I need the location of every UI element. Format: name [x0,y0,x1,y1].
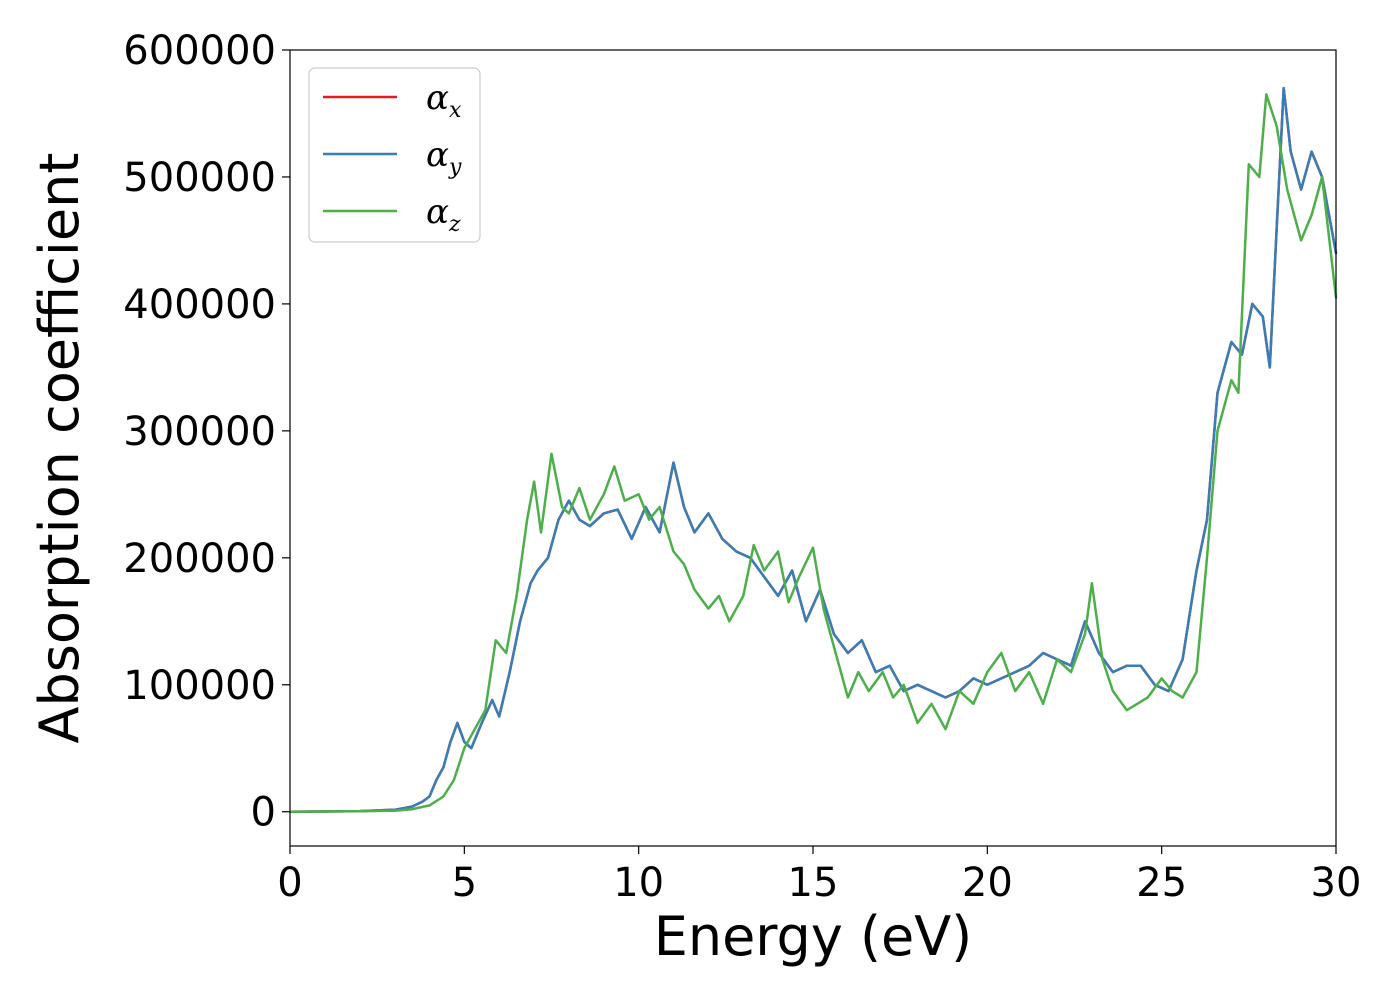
x-tick-label: 5 [452,860,477,906]
y-tick-label: 600000 [123,28,276,74]
x-tick-label: 10 [613,860,664,906]
y-tick-label: 300000 [123,409,276,455]
y-tick-label: 400000 [123,282,276,328]
y-axis-label: Absorption coefficient [28,153,91,744]
x-axis-label: Energy (eV) [654,905,973,968]
series-line-2 [288,93,1338,813]
y-tick-label: 0 [251,790,276,836]
x-tick-label: 20 [962,860,1013,906]
x-tick-label: 0 [277,860,302,906]
x-axis: 0 5 10 15 20 25 30 [277,846,1361,906]
legend-label-2: αz [426,192,461,237]
x-tick-label: 30 [1311,860,1362,906]
series-line-1 [288,86,1338,813]
y-tick-label: 500000 [123,155,276,201]
x-tick-label: 15 [788,860,839,906]
y-tick-label: 100000 [123,663,276,709]
legend: αx αy αz [308,67,481,243]
legend-label-0: αx [426,78,462,123]
y-tick-label: 200000 [123,536,276,582]
legend-label-1: αy [426,135,462,180]
x-tick-label: 25 [1136,860,1187,906]
series-layer [288,86,1338,813]
y-axis: 0 100000 200000 300000 400000 500000 600000 [123,28,290,836]
